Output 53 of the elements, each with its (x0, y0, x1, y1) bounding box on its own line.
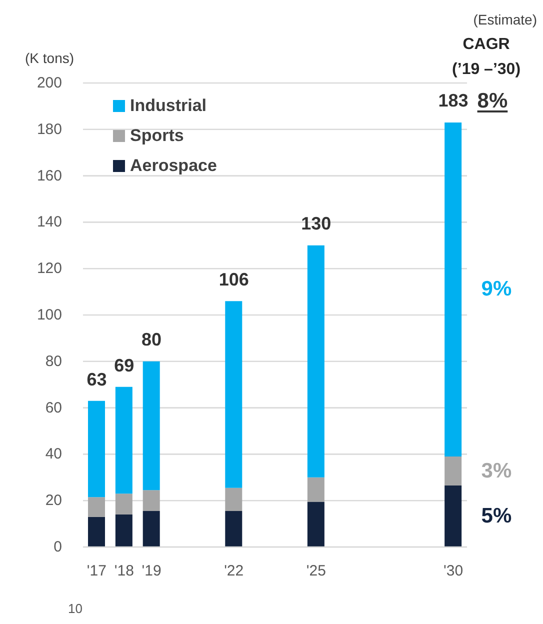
bar (142, 511, 160, 547)
bar (88, 497, 105, 517)
bar (225, 301, 242, 488)
bar (444, 122, 462, 457)
total-label: 106 (218, 270, 249, 291)
bar (88, 516, 105, 547)
legend-label: Industrial (130, 96, 207, 116)
y-tick-label: 120 (36, 260, 62, 278)
bar (115, 494, 132, 515)
legend-label: Sports (130, 126, 184, 146)
text: (’19 –’30) (452, 61, 521, 79)
x-tick-label: '17 (86, 562, 106, 580)
bar (307, 502, 324, 547)
y-tick-label: 180 (36, 120, 62, 138)
x-tick-label: '30 (444, 562, 464, 580)
bar (307, 477, 324, 502)
bar (444, 456, 462, 486)
bar (225, 488, 242, 512)
text: (Estimate) (473, 11, 537, 28)
total-label: 69 (114, 355, 134, 376)
text: 5% (481, 504, 512, 528)
bar (444, 486, 462, 547)
x-tick-label: '18 (114, 562, 134, 580)
x-tick-label: '19 (142, 562, 162, 580)
text: 8% (477, 90, 508, 113)
total-label: 130 (301, 214, 332, 235)
y-tick-label: 160 (36, 167, 62, 184)
bar (142, 490, 160, 512)
text: 3% (481, 459, 512, 483)
bar (142, 361, 160, 490)
bar (307, 245, 324, 478)
bar (88, 400, 105, 498)
x-tick-label: '25 (306, 562, 326, 580)
y-tick-label: 100 (36, 306, 62, 324)
y-tick-label: 200 (36, 74, 62, 92)
y-axis-title: (K tons) (25, 50, 74, 66)
y-tick-label: 60 (45, 399, 62, 416)
y-tick-label: 20 (45, 492, 62, 510)
text: CAGR (462, 36, 510, 54)
total-label: 63 (86, 369, 107, 390)
y-tick-label: 0 (54, 538, 62, 556)
bar (115, 514, 132, 547)
legend-label: Aerospace (130, 156, 217, 176)
text: 10 (68, 600, 82, 616)
total-label: 183 (438, 90, 468, 112)
y-tick-label: 40 (45, 446, 62, 463)
bar (225, 511, 242, 547)
y-tick-label: 140 (36, 214, 62, 231)
text: 9% (481, 278, 512, 302)
y-tick-label: 80 (45, 352, 62, 370)
x-tick-label: '22 (224, 562, 244, 580)
total-label: 80 (142, 330, 162, 351)
bar (115, 386, 132, 494)
